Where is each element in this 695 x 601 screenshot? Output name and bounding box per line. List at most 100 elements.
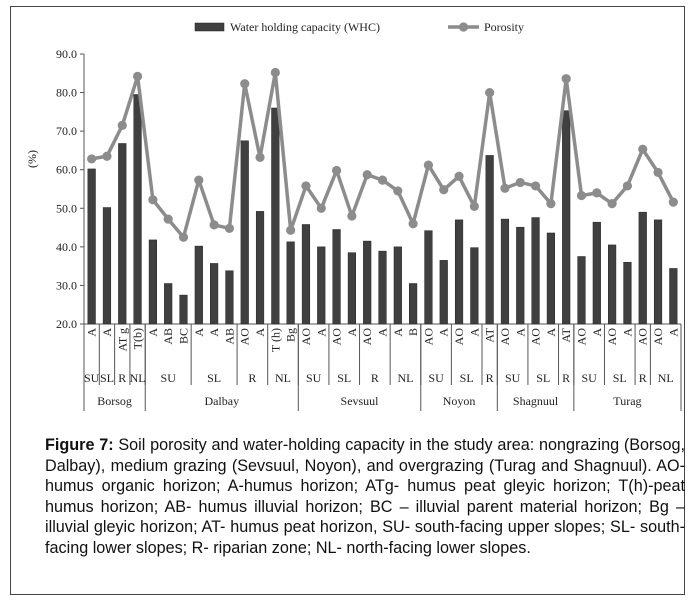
site-group-label: Sevsuul bbox=[341, 394, 380, 408]
position-group-label: SU bbox=[505, 371, 521, 385]
horizon-label: T(b) bbox=[131, 328, 145, 349]
porosity-point bbox=[622, 181, 633, 191]
position-group-label: SL bbox=[536, 371, 550, 385]
whc-bar bbox=[623, 262, 632, 325]
porosity-point bbox=[668, 197, 678, 207]
porosity-point bbox=[576, 190, 587, 201]
whc-bar bbox=[409, 283, 418, 325]
whc-bar bbox=[562, 110, 571, 325]
whc-bar bbox=[102, 207, 112, 325]
horizon-label: A bbox=[192, 328, 206, 337]
porosity-point bbox=[592, 188, 602, 198]
whc-bar bbox=[653, 219, 663, 325]
horizon-label: A bbox=[590, 328, 604, 337]
site-group-label: Shagnuul bbox=[513, 394, 559, 408]
position-group-label: SL bbox=[207, 371, 221, 385]
caption-label: Figure 7: bbox=[45, 436, 114, 454]
position-group-label: R bbox=[248, 371, 256, 385]
whc-bar bbox=[577, 256, 586, 325]
porosity-point bbox=[209, 220, 219, 230]
position-group-label: NL bbox=[275, 371, 291, 385]
whc-bar bbox=[531, 217, 540, 325]
position-group-label: R bbox=[486, 371, 494, 385]
horizon-label: A bbox=[391, 328, 405, 337]
y-tick-label: 80.0 bbox=[56, 86, 77, 100]
site-group-label: Borsog bbox=[97, 394, 132, 408]
site-group-label: Dalbay bbox=[204, 394, 239, 408]
whc-bar bbox=[87, 168, 96, 325]
porosity-point bbox=[408, 219, 418, 229]
porosity-point bbox=[270, 67, 280, 78]
porosity-point bbox=[178, 232, 189, 242]
whc-bar bbox=[301, 224, 311, 325]
y-tick-label: 50.0 bbox=[56, 201, 77, 215]
horizon-label: A bbox=[100, 328, 114, 337]
porosity-point bbox=[393, 186, 403, 196]
porosity-point bbox=[224, 223, 235, 233]
porosity-point bbox=[469, 201, 479, 211]
porosity-point bbox=[561, 74, 571, 84]
horizon-label: AB bbox=[222, 328, 236, 345]
site-group-label: Noyon bbox=[443, 394, 476, 408]
porosity-point bbox=[240, 79, 250, 89]
whc-bar bbox=[500, 218, 510, 325]
figure-caption: Figure 7: Soil porosity and water-holdin… bbox=[45, 435, 685, 558]
position-group-label: NL bbox=[130, 371, 146, 385]
site-group-label: Turag bbox=[613, 394, 641, 408]
position-group-label: SL bbox=[460, 371, 474, 385]
whc-bar bbox=[255, 211, 265, 325]
whc-bar bbox=[332, 229, 341, 325]
horizon-label: AO bbox=[636, 328, 650, 346]
y-tick-label: 70.0 bbox=[56, 124, 77, 138]
porosity-point bbox=[377, 175, 388, 185]
horizon-label: A bbox=[666, 328, 680, 337]
horizon-label: AO bbox=[605, 328, 619, 346]
y-tick-label: 30.0 bbox=[56, 278, 77, 292]
whc-bar bbox=[210, 263, 219, 325]
whc-bar bbox=[454, 219, 464, 325]
figure-frame: 20.0 30.0 40.0 50.0 60.0 70.0 80.0 90.0 (%) A A AT … bbox=[10, 6, 685, 595]
whc-bar bbox=[669, 268, 678, 325]
chart: 20.030.040.050.060.070.080.090.0(%)A A AT … bbox=[25, 20, 682, 411]
whc-bar bbox=[240, 140, 249, 325]
horizon-label: A bbox=[513, 328, 527, 337]
porosity-point bbox=[454, 171, 464, 181]
position-group-label: SL bbox=[337, 371, 351, 385]
whc-bar bbox=[546, 232, 555, 325]
porosity-line bbox=[91, 70, 675, 239]
horizon-label: AT g bbox=[115, 328, 129, 351]
horizon-label: AO bbox=[360, 328, 374, 346]
y-tick-label: 20.0 bbox=[56, 317, 77, 331]
position-group-label: R bbox=[639, 371, 647, 385]
porosity-point bbox=[530, 181, 541, 191]
position-group-label: NL bbox=[658, 371, 674, 385]
whc-bar bbox=[378, 250, 387, 325]
whc-bar bbox=[393, 246, 402, 325]
horizon-label: A bbox=[437, 328, 451, 337]
position-group-label: SL bbox=[100, 371, 114, 385]
horizon-label: A bbox=[253, 328, 267, 337]
position-group-label: SU bbox=[428, 371, 444, 385]
horizon-label: AO bbox=[651, 328, 665, 346]
horizon-label: A bbox=[620, 328, 634, 337]
whc-bar bbox=[424, 230, 433, 325]
whc-bar bbox=[164, 283, 173, 325]
whc-bar bbox=[638, 211, 647, 325]
porosity-point bbox=[316, 203, 326, 213]
position-group-label: NL bbox=[397, 371, 413, 385]
horizon-label: AB bbox=[161, 328, 175, 345]
y-tick-label: 60.0 bbox=[56, 163, 77, 177]
porosity-point bbox=[255, 152, 265, 162]
horizon-label: AO bbox=[452, 328, 466, 346]
legend-swatch-whc bbox=[194, 22, 225, 32]
porosity-point bbox=[423, 160, 434, 170]
porosity-point bbox=[653, 167, 663, 178]
horizon-label: A bbox=[376, 328, 390, 337]
porosity-point bbox=[163, 214, 173, 224]
porosity-point bbox=[515, 177, 525, 188]
porosity-point bbox=[132, 71, 143, 81]
porosity-point bbox=[546, 199, 556, 209]
porosity-point bbox=[347, 211, 357, 221]
position-group-label: R bbox=[118, 371, 126, 385]
position-group-label: SU bbox=[581, 371, 597, 385]
